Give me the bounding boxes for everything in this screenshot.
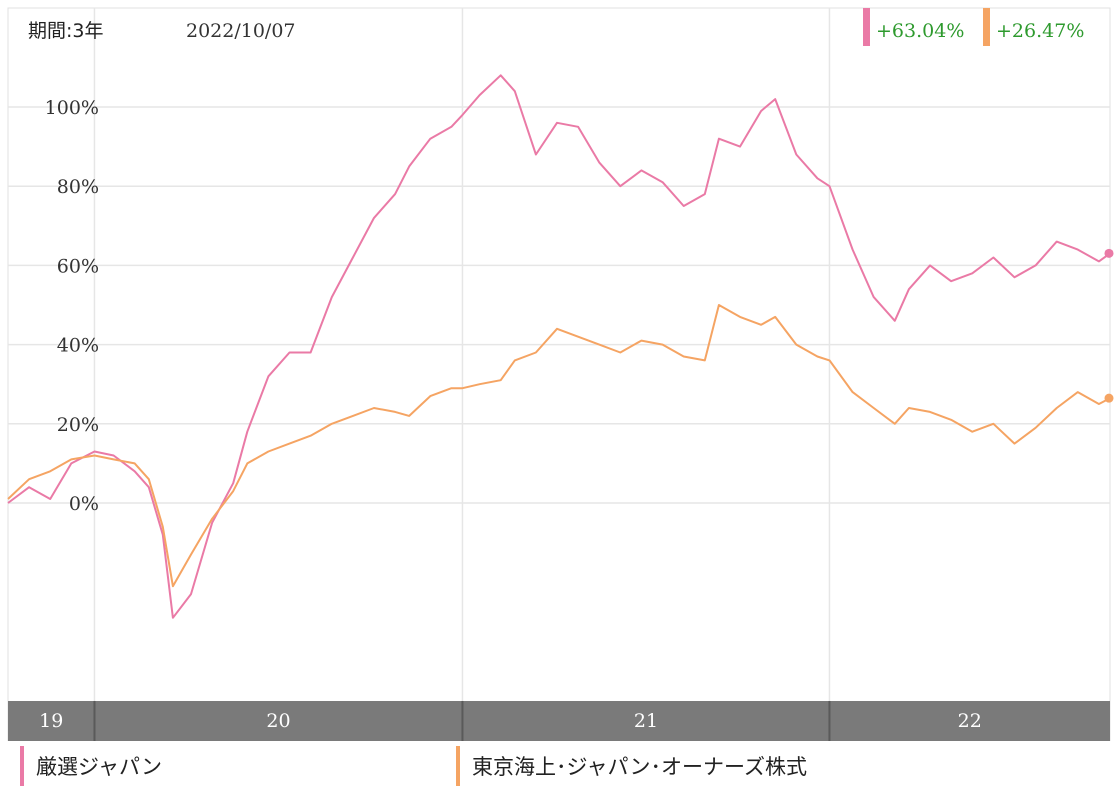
x-tick-label: 19 bbox=[39, 710, 63, 732]
series-end-marker-0 bbox=[1104, 248, 1114, 258]
series-lines bbox=[7, 74, 1114, 619]
period-label: 期間:3年 bbox=[28, 20, 104, 42]
legend-swatch-0 bbox=[20, 746, 24, 786]
badge-value-1: +26.47% bbox=[996, 20, 1084, 42]
y-tick-label: 60% bbox=[57, 255, 99, 277]
x-tick-label: 22 bbox=[958, 710, 982, 732]
y-tick-label: 0% bbox=[69, 493, 99, 515]
badge-value-0: +63.04% bbox=[876, 20, 964, 42]
badge-swatch-1 bbox=[983, 8, 990, 46]
y-tick-label: 100% bbox=[45, 97, 99, 119]
performance-chart: 0% 20% 40% 60% 80% 100% 期間:3年 2022/10/07 +63.… bbox=[7, 7, 1114, 741]
y-tick-label: 40% bbox=[57, 335, 99, 357]
y-axis-ticks: 0% 20% 40% 60% 80% 100% bbox=[45, 97, 99, 515]
series-end-marker-1 bbox=[1104, 393, 1114, 403]
y-tick-label: 20% bbox=[57, 414, 99, 436]
grid-lines bbox=[8, 8, 1110, 701]
legend-item-1: 東京海上･ジャパン･オーナーズ株式 bbox=[456, 741, 807, 791]
y-tick-label: 80% bbox=[57, 176, 99, 198]
series-line-1 bbox=[7, 304, 1111, 588]
date-label: 2022/10/07 bbox=[186, 20, 296, 42]
x-axis-band bbox=[8, 701, 1110, 741]
badge-swatch-0 bbox=[863, 8, 870, 46]
plot-frame bbox=[7, 7, 1111, 741]
legend-label-0: 厳選ジャパン bbox=[36, 755, 162, 779]
series-line-0 bbox=[7, 74, 1111, 619]
x-axis-ticks: 19 20 21 22 bbox=[39, 701, 982, 741]
x-tick-label: 20 bbox=[266, 710, 290, 732]
x-tick-label: 21 bbox=[634, 710, 658, 732]
legend-item-0: 厳選ジャパン bbox=[20, 741, 162, 791]
legend-swatch-1 bbox=[456, 746, 460, 786]
legend-label-1: 東京海上･ジャパン･オーナーズ株式 bbox=[472, 755, 807, 779]
